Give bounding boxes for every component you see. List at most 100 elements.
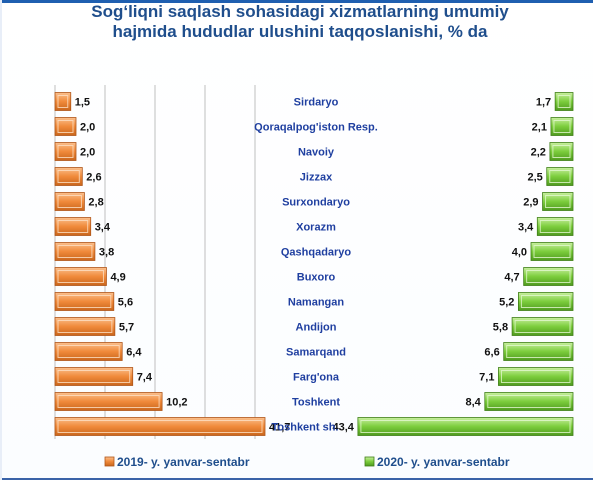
bar-2020-4 [542,192,574,211]
value-label-2019-8: 5,6 [118,297,133,309]
value-label-2020-2: 2,2 [531,147,546,159]
bar-2019-bevel-8 [57,295,112,308]
category-label-2: Navoiy [298,147,335,159]
bar-2019-bevel-3 [57,170,80,183]
bar-2019-7 [54,267,107,286]
bar-2019-bevel-10 [57,345,120,358]
value-label-2020-12: 8,4 [466,397,482,409]
chart-title: Sog‘liqni saqlash sohasidagi xizmatlarni… [60,2,540,42]
value-label-2020-7: 4,7 [504,272,519,284]
category-label-8: Namangan [288,297,345,309]
bar-2020-bevel-3 [549,170,571,183]
chart-title-line-2: hajmida hududlar ulushini taqqoslanishi,… [112,22,488,41]
side-rule [0,0,2,480]
legend-label-2020: 2020- y. yanvar-sentabr [377,455,510,469]
top-rule [0,0,593,3]
bar-2020-bevel-11 [500,370,571,383]
category-label-11: Farg'ona [293,372,340,384]
bar-2019-bevel-1 [57,120,74,133]
value-label-2019-1: 2,0 [80,122,95,134]
bar-2019-1 [54,117,77,136]
bar-2020-1 [550,117,574,136]
category-label-1: Qoraqalpog'iston Resp. [254,122,378,134]
bar-2020-bevel-4 [545,195,571,208]
category-label-9: Andijon [296,322,337,334]
bar-2020-10 [503,342,574,361]
series-2019-bars [54,92,266,436]
bar-2019-6 [54,242,96,261]
series-2020-bars [357,92,574,436]
bar-2019-bevel-9 [57,320,113,333]
value-label-2019-3: 2,6 [86,172,101,184]
value-label-2019-11: 7,4 [137,372,153,384]
bar-2019-12 [54,392,163,411]
category-label-10: Samarqand [286,347,346,359]
value-label-2020-3: 2,5 [527,172,542,184]
legend: 2019- y. yanvar-sentabr 2020- y. yanvar-s… [104,455,510,469]
value-label-2020-10: 6,6 [484,347,499,359]
value-label-2020-11: 7,1 [479,372,494,384]
bar-2020-11 [498,367,574,386]
value-label-2020-8: 5,2 [499,297,514,309]
value-label-2020-1: 2,1 [532,122,547,134]
bar-2020-bevel-9 [514,320,571,333]
bar-2019-3 [54,167,83,186]
bar-2019-bevel-11 [57,370,131,383]
legend-swatch-2020 [364,456,375,467]
bar-2020-3 [546,167,574,186]
legend-swatch-2019 [104,456,115,467]
value-label-2020-13: 43,4 [332,422,354,434]
bar-2019-bevel-0 [57,95,69,108]
chart-title-line-1: Sog‘liqni saqlash sohasidagi xizmatlarni… [91,2,509,21]
value-label-2020-9: 5,8 [493,322,508,334]
bar-2020-bevel-13 [360,420,571,433]
bar-2020-13 [357,417,574,436]
bar-2020-bevel-5 [539,220,571,233]
bar-2020-bevel-10 [506,345,571,358]
bar-2020-12 [484,392,574,411]
bar-2019-11 [54,367,134,386]
bar-2019-bevel-13 [57,420,263,433]
bar-2019-bevel-6 [57,245,93,258]
legend-label-2019: 2019- y. yanvar-sentabr [117,455,250,469]
bar-2020-5 [536,217,574,236]
value-label-2019-13: 41,7 [269,422,290,434]
bar-2020-7 [523,267,574,286]
bar-2019-0 [54,92,72,111]
value-label-2019-2: 2,0 [80,147,95,159]
category-label-5: Xorazm [296,222,336,234]
value-label-2019-10: 6,4 [126,347,142,359]
bar-2020-bevel-2 [552,145,571,158]
bar-2019-bevel-12 [57,395,160,408]
category-label-0: Sirdaryo [294,97,339,109]
bar-2020-8 [518,292,574,311]
value-label-2020-6: 4,0 [512,247,527,259]
bar-2020-0 [554,92,574,111]
bar-2019-bevel-7 [57,270,104,283]
bar-2019-10 [54,342,123,361]
value-label-2019-5: 3,4 [95,222,111,234]
value-label-2019-9: 5,7 [119,322,134,334]
category-label-7: Buxoro [297,272,336,284]
category-label-12: Toshkent [292,397,340,409]
category-label-4: Surxondaryo [282,197,350,209]
bar-2020-bevel-1 [553,120,571,133]
bar-2019-bevel-4 [57,195,82,208]
bar-2020-bevel-8 [520,295,571,308]
bar-2020-bevel-6 [533,245,571,258]
bar-2020-6 [530,242,574,261]
value-label-2019-7: 4,9 [110,272,125,284]
value-label-2020-0: 1,7 [536,97,551,109]
bar-2019-13 [54,417,266,436]
bar-2020-2 [549,142,574,161]
value-label-2020-5: 3,4 [518,222,534,234]
bar-2019-5 [54,217,92,236]
bar-2019-2 [54,142,77,161]
labels: 1,5 1,7 Sirdaryo 2,0 2,1 Qoraqalpog'iston Res… [75,97,551,434]
bar-2019-8 [54,292,115,311]
bar-2019-4 [54,192,85,211]
value-label-2019-6: 3,8 [99,247,114,259]
value-label-2019-12: 10,2 [166,397,187,409]
